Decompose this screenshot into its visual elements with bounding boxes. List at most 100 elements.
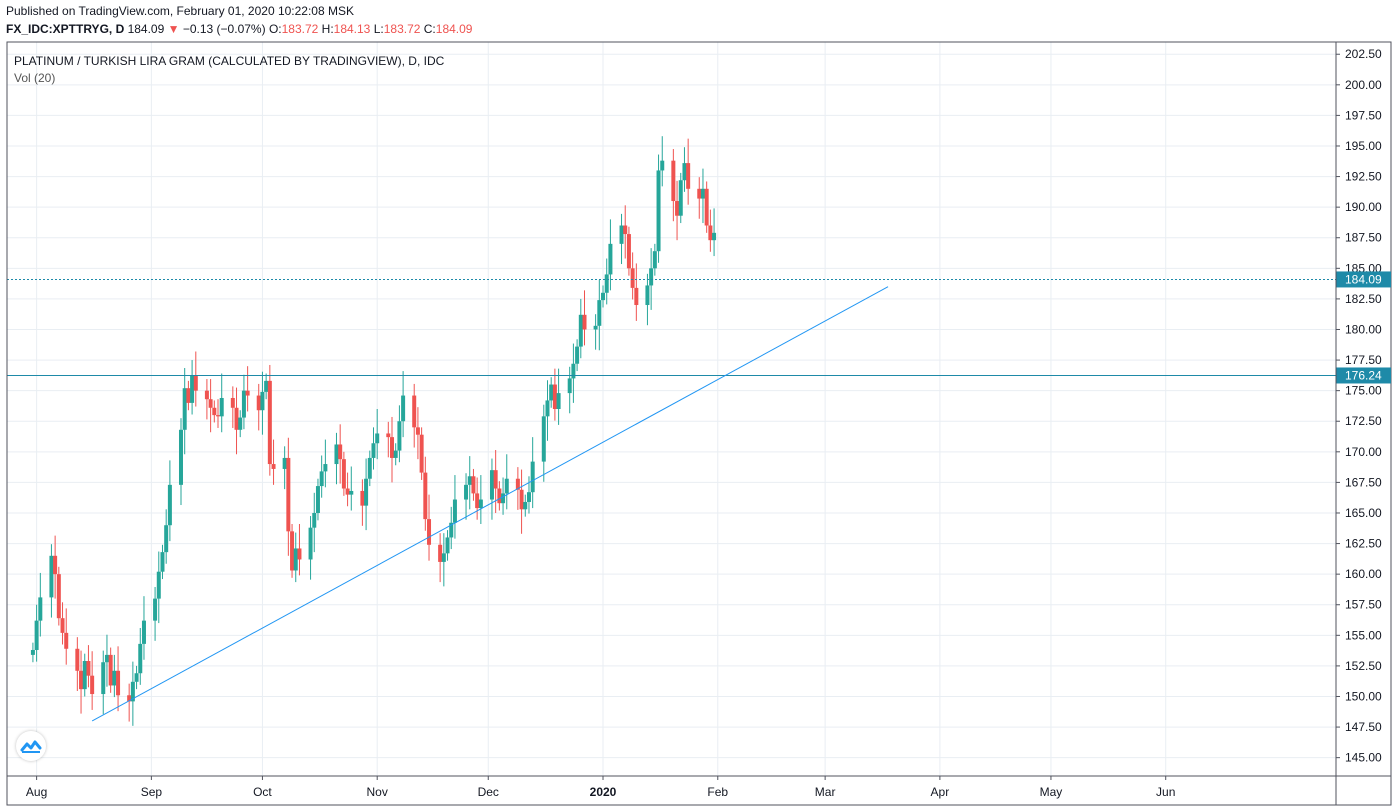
- candle-body[interactable]: [567, 378, 572, 394]
- candle-body[interactable]: [160, 552, 165, 572]
- candle-body[interactable]: [86, 661, 91, 676]
- candle-body[interactable]: [49, 555, 54, 598]
- candle-body[interactable]: [230, 397, 235, 408]
- candle-body[interactable]: [323, 464, 328, 472]
- candle-body[interactable]: [686, 163, 691, 189]
- symbol-label[interactable]: FX_IDC:XPTTRYG, D: [6, 22, 125, 36]
- tradingview-logo-icon[interactable]: [16, 731, 46, 761]
- candle-body[interactable]: [90, 675, 95, 695]
- candle-body[interactable]: [386, 433, 391, 438]
- candle-body[interactable]: [345, 488, 350, 495]
- candle-body[interactable]: [193, 375, 198, 391]
- candle-body[interactable]: [164, 525, 169, 553]
- trend-line[interactable]: [91, 286, 889, 722]
- candle-body[interactable]: [34, 620, 39, 650]
- candle-body[interactable]: [167, 484, 172, 526]
- candle-body[interactable]: [56, 574, 61, 619]
- candle-body[interactable]: [452, 499, 457, 523]
- candle-body[interactable]: [708, 225, 713, 241]
- candle-body[interactable]: [153, 598, 158, 621]
- candle-body[interactable]: [530, 461, 535, 493]
- candle-body[interactable]: [464, 484, 469, 500]
- candle-body[interactable]: [267, 380, 272, 465]
- candle-body[interactable]: [660, 160, 665, 171]
- candle-body[interactable]: [208, 399, 213, 408]
- candle-body[interactable]: [578, 314, 583, 347]
- candle-body[interactable]: [712, 232, 717, 241]
- candle-body[interactable]: [526, 492, 531, 502]
- price-axis[interactable]: 202.50 200.00 197.50 195.00 192.50 190.00 187.…: [1335, 42, 1391, 805]
- candle-body[interactable]: [238, 417, 243, 430]
- candle-body[interactable]: [64, 632, 69, 649]
- candle-body[interactable]: [541, 416, 546, 462]
- candle-body[interactable]: [471, 476, 476, 494]
- candle-body[interactable]: [138, 643, 143, 674]
- candle-body[interactable]: [601, 292, 606, 301]
- candle-body[interactable]: [519, 489, 524, 510]
- candle-body[interactable]: [241, 390, 246, 418]
- candle-body[interactable]: [319, 471, 324, 487]
- time-axis[interactable]: Aug Sep Oct Nov Dec 2020 Feb Mar Apr May Jun: [7, 775, 1391, 799]
- candle-body[interactable]: [134, 673, 139, 682]
- candle-body[interactable]: [364, 478, 369, 506]
- candle-body[interactable]: [216, 415, 221, 417]
- candle-body[interactable]: [626, 234, 631, 269]
- candle-body[interactable]: [38, 597, 43, 621]
- candle-body[interactable]: [375, 433, 380, 444]
- candle-body[interactable]: [597, 300, 602, 326]
- candle-body[interactable]: [141, 620, 146, 644]
- candle-body[interactable]: [104, 654, 109, 663]
- candle-body[interactable]: [371, 443, 376, 458]
- candle-body[interactable]: [116, 670, 121, 696]
- candle-body[interactable]: [53, 555, 58, 575]
- candle-body[interactable]: [315, 486, 320, 513]
- candle-body[interactable]: [423, 472, 428, 520]
- candle-body[interactable]: [219, 397, 224, 417]
- candle-body[interactable]: [441, 553, 446, 562]
- candle-body[interactable]: [497, 488, 502, 504]
- candle-body[interactable]: [401, 395, 406, 422]
- candle-body[interactable]: [645, 285, 650, 306]
- candle-body[interactable]: [489, 470, 494, 500]
- candle-body[interactable]: [700, 188, 705, 199]
- candle-body[interactable]: [390, 437, 395, 458]
- candle-body[interactable]: [593, 325, 598, 330]
- candle-body[interactable]: [501, 493, 506, 504]
- candle-body[interactable]: [334, 444, 339, 465]
- candle-body[interactable]: [264, 380, 269, 392]
- candle-body[interactable]: [697, 188, 702, 199]
- candle-body[interactable]: [367, 457, 372, 479]
- candle-body[interactable]: [312, 512, 317, 528]
- candle-body[interactable]: [515, 478, 520, 490]
- candle-body[interactable]: [438, 544, 443, 562]
- candle-body[interactable]: [552, 384, 557, 409]
- candle-body[interactable]: [523, 501, 528, 510]
- candle-body[interactable]: [293, 548, 298, 571]
- candle-body[interactable]: [478, 499, 483, 509]
- candle-body[interactable]: [182, 388, 187, 430]
- candle-body[interactable]: [341, 459, 346, 489]
- candle-body[interactable]: [449, 522, 454, 538]
- candle-body[interactable]: [682, 163, 687, 181]
- candle-body[interactable]: [467, 476, 472, 485]
- candle-body[interactable]: [245, 390, 250, 396]
- candle-body[interactable]: [571, 363, 576, 379]
- candle-body[interactable]: [60, 618, 65, 633]
- candle-body[interactable]: [545, 400, 550, 417]
- candle-body[interactable]: [127, 695, 132, 702]
- candle-body[interactable]: [549, 384, 554, 401]
- candle-body[interactable]: [475, 493, 480, 509]
- candle-body[interactable]: [619, 225, 624, 244]
- candle-body[interactable]: [234, 407, 239, 430]
- candle-body[interactable]: [75, 648, 80, 671]
- candle-body[interactable]: [190, 375, 195, 403]
- candle-body[interactable]: [286, 457, 291, 532]
- candle-body[interactable]: [204, 390, 209, 400]
- candle-body[interactable]: [108, 654, 113, 686]
- candle-body[interactable]: [556, 393, 561, 409]
- candle-body[interactable]: [397, 421, 402, 451]
- candle-body[interactable]: [282, 457, 287, 469]
- candle-body[interactable]: [623, 225, 628, 235]
- candle-body[interactable]: [130, 681, 135, 702]
